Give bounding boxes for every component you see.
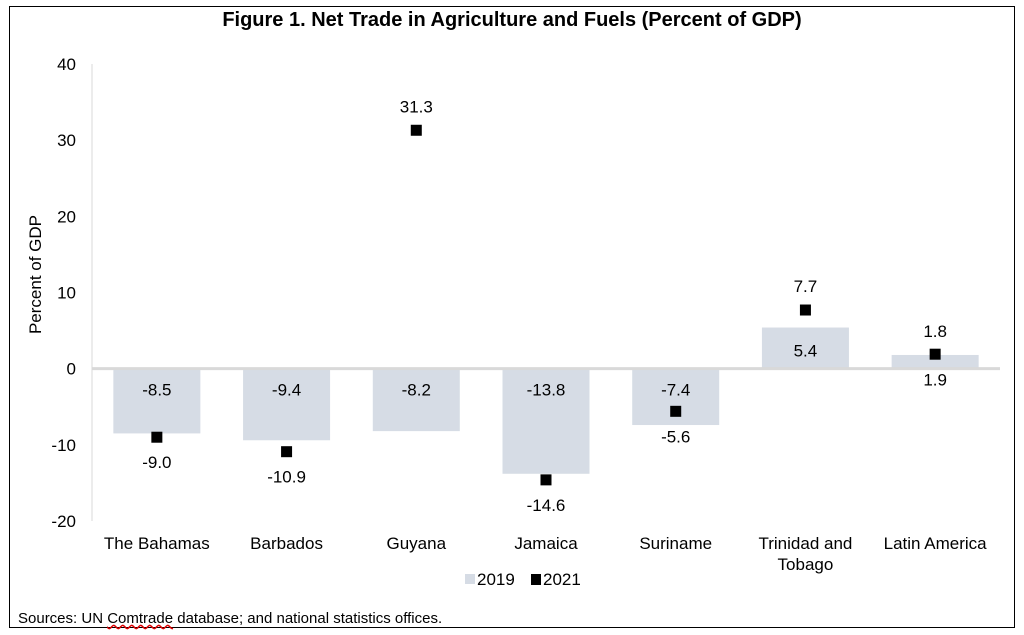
x-tick-label: Guyana (387, 534, 447, 553)
bar-label-2019: -8.2 (402, 381, 431, 400)
x-tick-label: Suriname (639, 534, 712, 553)
marker-2021 (929, 348, 941, 360)
marker-2021 (410, 124, 422, 136)
legend-swatch-2021 (531, 574, 541, 585)
y-tick-label: 40 (57, 55, 76, 74)
x-tick-label: Latin America (884, 534, 988, 553)
y-tick-label: 30 (57, 131, 76, 150)
marker-2021 (670, 405, 682, 417)
y-axis-title: Percent of GDP (26, 215, 45, 334)
marker-label-2021: 1.9 (923, 371, 947, 390)
marker-2021 (540, 474, 552, 486)
x-tick-label: Jamaica (514, 534, 578, 553)
bar-2019 (372, 368, 460, 432)
bar-label-2019: -8.5 (142, 381, 171, 400)
y-tick-label: -10 (51, 436, 76, 455)
bar-2019 (243, 368, 331, 441)
legend-swatch-2019 (465, 574, 475, 584)
y-tick-label: 10 (57, 284, 76, 303)
marker-label-2021: 31.3 (400, 97, 433, 116)
marker-label-2021: -9.0 (142, 453, 171, 472)
y-tick-label: 20 (57, 207, 76, 226)
bar-2019 (891, 354, 979, 369)
x-tick-label: The Bahamas (104, 534, 210, 553)
source-flagged-word: Comtrade (107, 610, 174, 627)
marker-label-2021: -5.6 (661, 427, 690, 446)
marker-2021 (799, 304, 811, 316)
bar-label-2019: -7.4 (661, 381, 690, 400)
bar-label-2019: 5.4 (794, 342, 818, 361)
marker-2021 (281, 446, 293, 458)
bar-2019 (502, 368, 590, 474)
bar-label-2019: -9.4 (272, 381, 301, 400)
bar-label-2019: 1.8 (923, 322, 947, 341)
bar-2019 (113, 368, 201, 434)
marker-label-2021: -14.6 (527, 496, 566, 515)
marker-label-2021: 7.7 (794, 277, 818, 296)
x-tick-label: Barbados (250, 534, 323, 553)
source-prefix: Sources: UN (18, 610, 108, 627)
y-tick-label: 0 (67, 360, 76, 379)
bar-2019 (761, 327, 849, 369)
legend-label-2019: 2019 (477, 570, 515, 589)
y-tick-label: -20 (51, 512, 76, 531)
x-tick-label: Tobago (778, 555, 834, 574)
marker-label-2021: -10.9 (267, 468, 306, 487)
legend-label-2021: 2021 (543, 570, 581, 589)
source-suffix: database; and national statistics office… (173, 610, 443, 627)
source-note: Sources: UN Comtrade database; and natio… (18, 610, 442, 627)
marker-2021 (151, 431, 163, 443)
x-tick-label: Trinidad and (758, 534, 852, 553)
chart-frame (9, 6, 1015, 628)
chart-title: Figure 1. Net Trade in Agriculture and F… (222, 9, 802, 31)
bar-label-2019: -13.8 (527, 381, 566, 400)
